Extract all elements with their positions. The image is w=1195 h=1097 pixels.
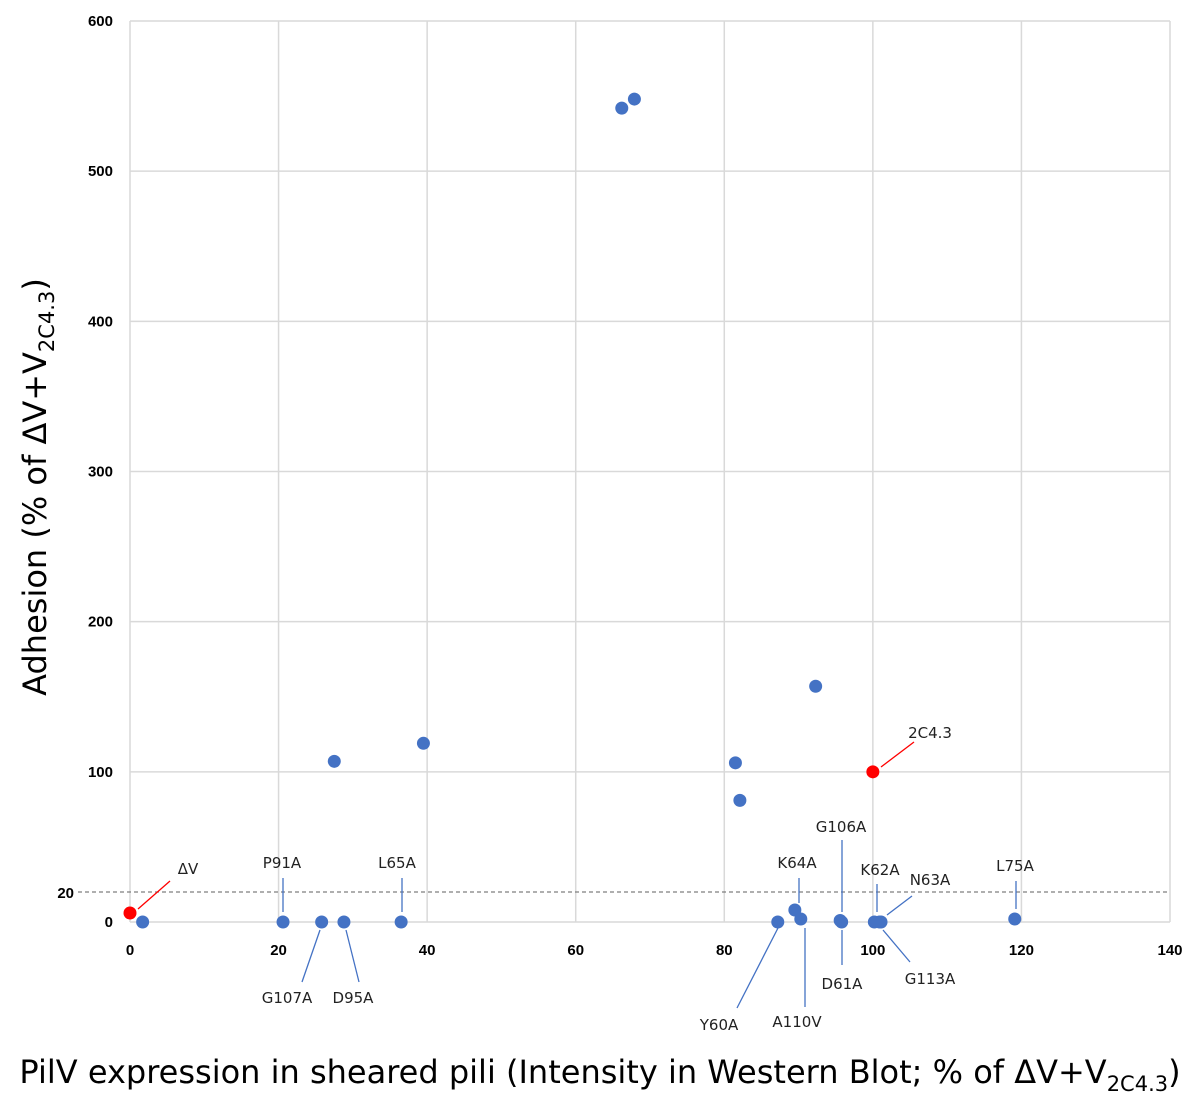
x-tick-label: 80 <box>716 942 733 959</box>
leader-line <box>345 929 360 983</box>
data-point <box>728 756 742 770</box>
point-label: ΔV <box>178 860 199 878</box>
data-point <box>327 754 341 768</box>
y-tick-label: 500 <box>88 163 113 180</box>
y-tick-label: 100 <box>88 764 113 781</box>
data-point <box>1008 912 1022 926</box>
y-tick-label: 200 <box>88 614 113 631</box>
y-tick-label: 0 <box>105 914 113 931</box>
point-label: P91A <box>263 854 302 872</box>
data-point <box>809 679 823 693</box>
point-label: L75A <box>996 857 1034 875</box>
x-tick-label: 0 <box>126 942 134 959</box>
axis-ticks: 0 20 40 60 80 100 120 140 0 100 200 300 400 500 600 20 <box>57 13 1182 959</box>
data-point <box>315 915 329 929</box>
leader-line <box>301 929 321 983</box>
y-tick-label: 20 <box>57 885 74 902</box>
point-label: G113A <box>905 970 956 988</box>
annotation-leaders <box>137 741 1017 1009</box>
leader-line <box>137 880 171 910</box>
x-tick-label: 120 <box>1009 942 1034 959</box>
x-tick-label: 40 <box>419 942 436 959</box>
point-label: D61A <box>822 975 864 993</box>
y-axis-title-sub: 2C4.3 <box>35 291 59 352</box>
y-axis-title: Adhesion (% of ΔV+V2C4.3) <box>16 278 59 696</box>
x-axis-title: PilV expression in sheared pili (Intensi… <box>19 1053 1180 1096</box>
control-point <box>866 765 880 779</box>
leader-line <box>882 929 911 963</box>
y-tick-label: 300 <box>88 464 113 481</box>
x-axis-title-main: PilV expression in sheared pili (Intensi… <box>19 1053 1106 1091</box>
y-axis-title-close: ) <box>16 278 54 290</box>
leader-line <box>736 927 779 1009</box>
data-point <box>733 793 747 807</box>
data-point <box>771 915 785 929</box>
data-point <box>835 915 849 929</box>
data-point <box>615 101 629 115</box>
data-points <box>123 92 1022 929</box>
point-label: D95A <box>333 989 375 1007</box>
data-point <box>136 915 150 929</box>
point-label: K64A <box>777 854 817 872</box>
point-label: G106A <box>816 818 867 836</box>
point-labels: ΔV 2C4.3 P91A G107A D95A L65A Y60A K64A A110V G10… <box>178 724 1035 1034</box>
x-tick-label: 100 <box>860 942 885 959</box>
data-point <box>627 92 641 106</box>
data-point <box>337 915 351 929</box>
data-point <box>874 915 888 929</box>
data-point <box>794 912 808 926</box>
x-axis-title-sub: 2C4.3 <box>1107 1072 1168 1096</box>
x-tick-label: 60 <box>567 942 584 959</box>
point-label: A110V <box>772 1013 822 1031</box>
x-tick-label: 140 <box>1157 942 1182 959</box>
y-tick-label: 400 <box>88 313 113 330</box>
grid <box>78 20 1171 923</box>
leader-line <box>880 741 915 768</box>
x-tick-label: 20 <box>270 942 287 959</box>
data-point <box>416 736 430 750</box>
leader-line <box>886 895 913 916</box>
point-label: G107A <box>262 989 313 1007</box>
point-label: K62A <box>860 861 900 879</box>
data-point <box>276 915 290 929</box>
point-label: Y60A <box>699 1016 739 1034</box>
x-axis-title-close: ) <box>1168 1053 1180 1091</box>
y-tick-label: 600 <box>88 13 113 30</box>
point-label: N63A <box>910 871 951 889</box>
data-point <box>394 915 408 929</box>
point-label: L65A <box>378 854 416 872</box>
y-axis-title-main: Adhesion (% of ΔV+V <box>16 352 54 696</box>
control-point <box>123 906 137 920</box>
point-label: 2C4.3 <box>908 724 952 742</box>
